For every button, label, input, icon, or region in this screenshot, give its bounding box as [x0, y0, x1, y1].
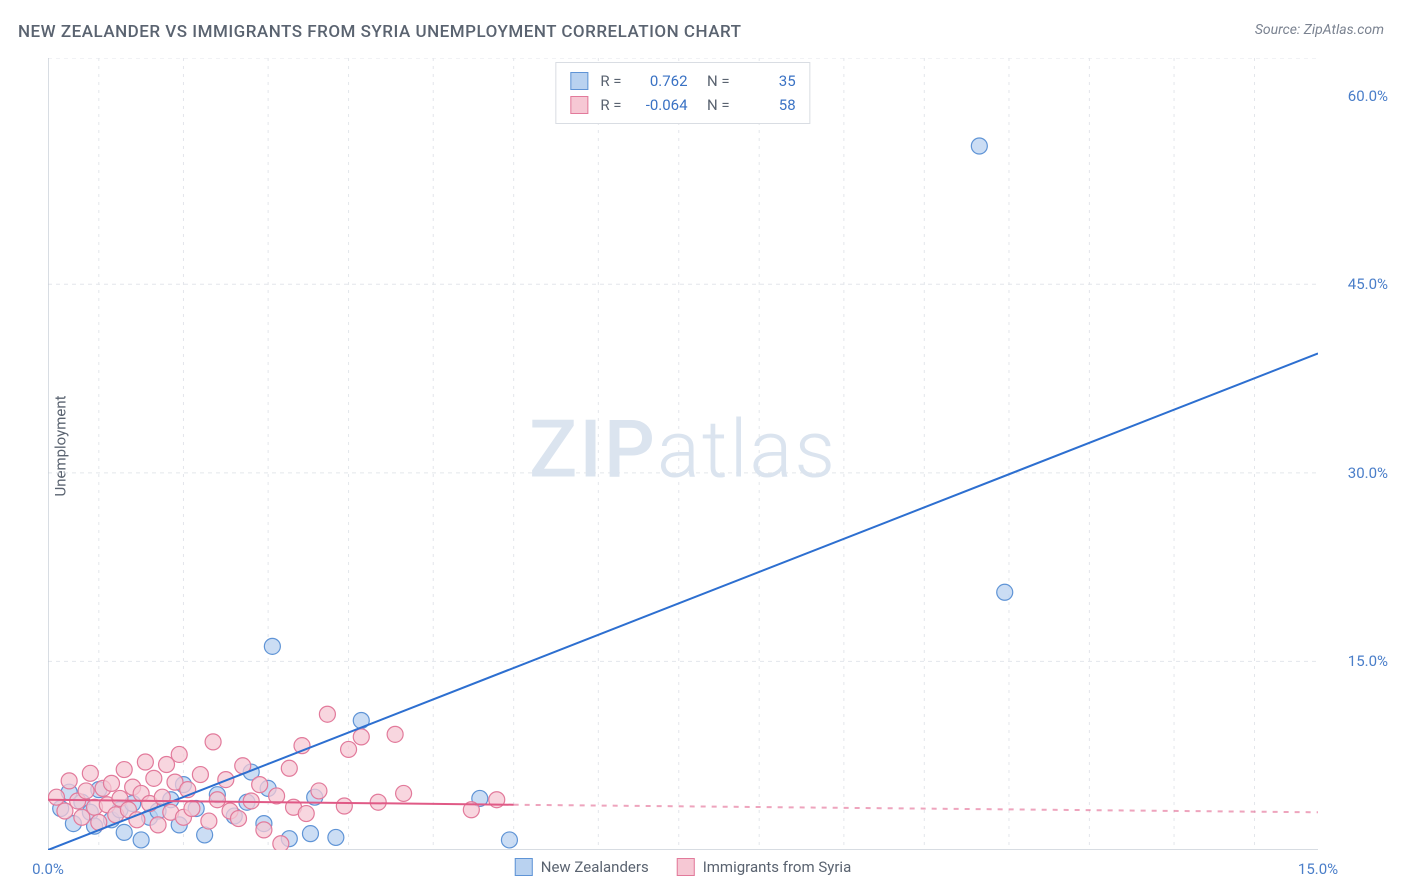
legend-swatch-icon [570, 96, 588, 114]
n-label: N = [700, 93, 730, 117]
n-value: 35 [738, 69, 796, 93]
y-tick-label: 60.0% [1348, 87, 1388, 105]
scatter-plot: ZIPatlas R = 0.762 N = 35 R = -0.064 N =… [48, 58, 1318, 850]
legend-label: Immigrants from Syria [703, 858, 852, 876]
legend-row-syria: R = -0.064 N = 58 [570, 93, 795, 117]
legend-item-syria: Immigrants from Syria [677, 858, 852, 876]
y-tick-label: 30.0% [1348, 464, 1388, 482]
n-value: 58 [738, 93, 796, 117]
r-label: R = [600, 93, 621, 117]
legend-swatch-icon [677, 858, 695, 876]
legend-swatch-icon [515, 858, 533, 876]
n-label: N = [700, 69, 730, 93]
y-tick-label: 45.0% [1348, 275, 1388, 293]
plot-svg [48, 58, 1318, 850]
x-tick-label: 0.0% [32, 860, 64, 878]
r-value: 0.762 [630, 69, 688, 93]
correlation-legend: R = 0.762 N = 35 R = -0.064 N = 58 [555, 62, 810, 124]
legend-label: New Zealanders [541, 858, 649, 876]
chart-title: NEW ZEALANDER VS IMMIGRANTS FROM SYRIA U… [18, 22, 741, 42]
legend-item-nz: New Zealanders [515, 858, 649, 876]
x-tick-label: 15.0% [1298, 860, 1338, 878]
source-attribution: Source: ZipAtlas.com [1255, 22, 1384, 38]
series-legend: New Zealanders Immigrants from Syria [515, 858, 851, 876]
r-label: R = [600, 69, 621, 93]
y-tick-label: 15.0% [1348, 652, 1388, 670]
legend-row-nz: R = 0.762 N = 35 [570, 69, 795, 93]
r-value: -0.064 [630, 93, 688, 117]
legend-swatch-icon [570, 72, 588, 90]
